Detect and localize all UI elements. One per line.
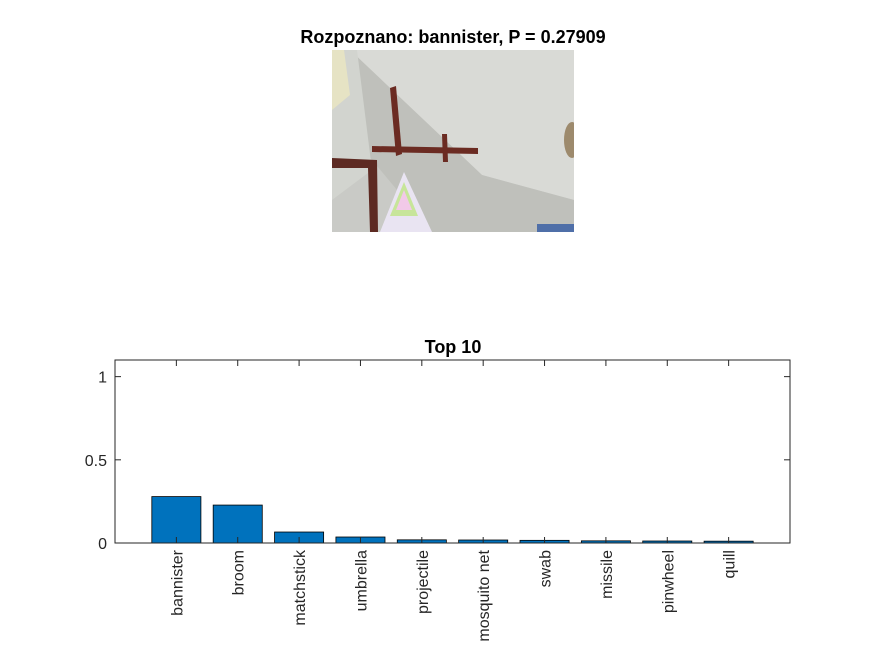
y-tick-label: 0.5 xyxy=(85,453,107,470)
x-tick-label: bannister xyxy=(169,549,186,615)
x-tick-label: projectile xyxy=(415,550,432,614)
x-tick-label: pinwheel xyxy=(660,550,677,613)
y-tick-label: 1 xyxy=(98,370,107,387)
image-title: Rozpoznano: bannister, P = 0.27909 xyxy=(300,27,606,47)
bars-layer xyxy=(151,496,754,544)
axes-box xyxy=(114,359,791,544)
axes-layer: bannister broom matchstick umbrella projecti… xyxy=(85,359,791,642)
x-tick-label: missile xyxy=(599,550,616,599)
recognized-photo xyxy=(332,50,574,232)
x-tick-label: swab xyxy=(538,550,555,587)
x-tick-label: mosquito net xyxy=(476,549,493,641)
y-tick-label: 0 xyxy=(98,536,107,553)
x-tick-label: broom xyxy=(231,550,248,595)
x-tick-label: umbrella xyxy=(353,550,370,611)
x-tick-label: matchstick xyxy=(292,549,309,626)
photo-illustration xyxy=(332,50,574,232)
x-tick-label: quill xyxy=(722,550,739,578)
bar-broom xyxy=(212,504,263,544)
bar-bannister xyxy=(151,496,202,544)
chart-title: Top 10 xyxy=(425,337,482,357)
